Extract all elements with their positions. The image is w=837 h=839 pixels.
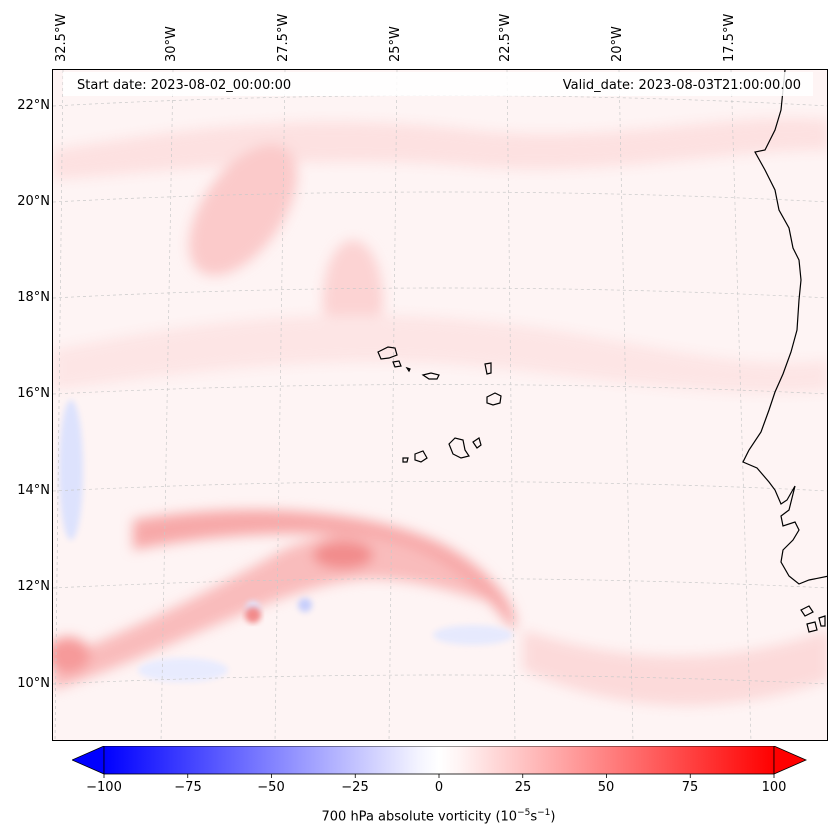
gridline-lon-30w	[160, 70, 174, 740]
gridline-lat-22n	[53, 95, 827, 107]
gridline-lon-22-5w	[506, 70, 516, 740]
gridline-lon-17-5w	[730, 70, 752, 740]
neg-vorticity-sw	[138, 658, 228, 682]
gridline-lon-25w	[388, 70, 398, 740]
coastline-cape-verde-4	[421, 372, 440, 380]
cb-tick-label-neg100: −100	[86, 780, 122, 795]
colorbar-extend-min	[72, 746, 105, 775]
cb-tick-label-neg25: −25	[341, 780, 369, 795]
neg-vorticity-dot-1	[298, 598, 312, 612]
coastline-cape-verde-5	[484, 362, 492, 375]
cb-tick-label-100: 100	[761, 780, 787, 795]
lat-label-10n: 10°N	[17, 676, 50, 691]
coastline-cape-verde-7	[448, 437, 470, 459]
lon-label-25w: 25°W	[388, 26, 403, 62]
coastline-west-africa	[742, 70, 827, 585]
lat-label-22n: 22°N	[17, 98, 50, 113]
lat-label-18n: 18°N	[17, 290, 50, 305]
lon-label-22-5w: 22.5°W	[498, 13, 513, 62]
coastline-cape-verde-8	[472, 437, 482, 449]
vorticity-colorbar	[72, 746, 807, 778]
cb-tick-label-25: 25	[514, 780, 532, 795]
units-exponent-1: −5	[517, 808, 531, 818]
lat-label-20n: 20°N	[17, 194, 50, 209]
vorticity-max-10n	[53, 637, 90, 673]
neg-vorticity-south	[433, 625, 513, 645]
coastline-cape-verde-9	[414, 450, 428, 463]
colorbar-variable: 700 hPa absolute vorticity	[321, 809, 492, 825]
coastline-bissagos	[800, 605, 826, 633]
vorticity-band-itcz	[53, 530, 499, 690]
gridline-lat-18n	[53, 287, 827, 299]
vorticity-streak-mid	[53, 315, 827, 393]
map-canvas	[53, 70, 827, 740]
lon-label-30w: 30°W	[164, 26, 179, 62]
cb-tick-label-75: 75	[681, 780, 699, 795]
units-exponent-2: −1	[537, 808, 551, 818]
coastline-cape-verde-10	[402, 457, 409, 463]
vorticity-max-21n	[188, 144, 298, 276]
date-header-strip	[63, 72, 813, 96]
cb-tick-label-neg50: −50	[257, 780, 285, 795]
lat-label-14n: 14°N	[17, 483, 50, 498]
colorbar-extend-max	[773, 746, 807, 775]
vorticity-dipole-pos	[245, 607, 261, 623]
coastline-cape-verde-6	[486, 392, 502, 406]
vorticity-max-12-5n	[313, 541, 373, 569]
coastline-cape-verde-2	[392, 360, 402, 368]
start-date-label: Start date: 2023-08-02_00:00:00	[77, 78, 292, 93]
vorticity-map[interactable]: Start date: 2023-08-02_00:00:00 Valid_da…	[52, 69, 828, 741]
cb-tick-label-0: 0	[434, 780, 444, 795]
lon-label-27-5w: 27.5°W	[276, 13, 291, 62]
colorbar-body	[103, 746, 775, 775]
vorticity-field	[53, 70, 827, 740]
gridline-lat-20n	[53, 191, 827, 203]
lat-label-12n: 12°N	[17, 579, 50, 594]
cb-tick-label-50: 50	[597, 780, 615, 795]
coastlines	[377, 70, 827, 633]
coastline-cape-verde-3	[405, 366, 411, 373]
valid-date-label: Valid_date: 2023-08-03T21:00:00.00	[562, 78, 801, 93]
colorbar-tick-marks	[103, 774, 775, 778]
coastline-cape-verde-1	[377, 346, 398, 360]
vorticity-south-band	[523, 630, 827, 706]
vorticity-arc-12n	[133, 510, 516, 630]
gridline-lon-32-5w	[54, 70, 64, 740]
gridline-lon-20w	[618, 70, 634, 740]
gridline-lat-16n	[53, 384, 827, 395]
gridline-lat-10n	[53, 674, 827, 685]
cb-tick-label-neg75: −75	[174, 780, 202, 795]
units-base: 10	[500, 809, 518, 825]
neg-vorticity-west-edge	[59, 400, 83, 540]
gridline-lat-12n	[53, 578, 827, 589]
lon-label-20w: 20°W	[610, 26, 625, 62]
gridline-lat-14n	[53, 481, 827, 492]
gridline-lon-27-5w	[274, 70, 286, 740]
lat-label-16n: 16°N	[17, 386, 50, 401]
lon-label-17-5w: 17.5°W	[722, 13, 737, 62]
units-mid: s	[530, 809, 538, 825]
colorbar-label: 700 hPa absolute vorticity (10−5s−1)	[321, 808, 556, 825]
lon-label-32-5w: 32.5°W	[54, 13, 69, 62]
graticule	[53, 70, 827, 740]
